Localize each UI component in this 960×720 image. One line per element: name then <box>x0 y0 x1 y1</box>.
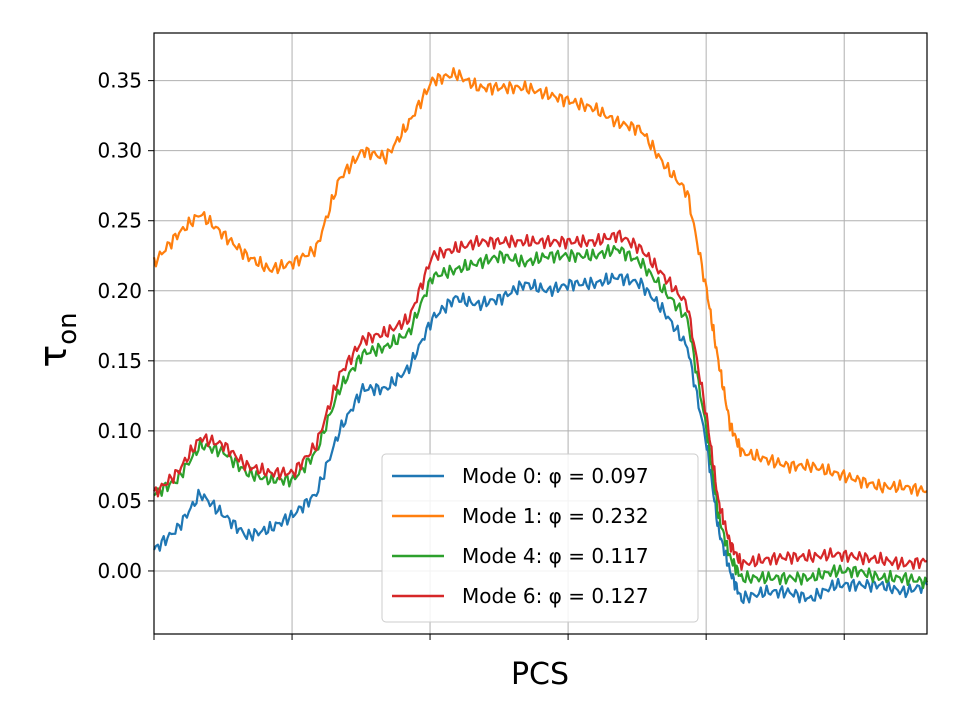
series-line-mode-1 <box>152 67 928 497</box>
y-axis-label-sub: on <box>53 312 83 344</box>
y-tick-label: 0.30 <box>97 139 142 163</box>
y-tick-label: 0.05 <box>97 489 142 513</box>
legend-label: Mode 6: φ = 0.127 <box>462 584 649 608</box>
y-axis-label: τon <box>31 312 83 367</box>
x-axis-label: PCS <box>511 657 569 692</box>
legend-label: Mode 1: φ = 0.232 <box>462 504 649 528</box>
y-tick-label: 0.35 <box>97 69 142 93</box>
series-line-mode-3 <box>153 229 928 571</box>
series-line-mode-2 <box>153 244 929 590</box>
legend: Mode 0: φ = 0.097 Mode 1: φ = 0.232 Mode 4… <box>381 453 699 623</box>
series-line-mode-0 <box>153 272 928 604</box>
y-tick-label: 0.20 <box>97 279 142 303</box>
y-tick-label: 0.00 <box>97 559 142 583</box>
y-axis-label-main: τ <box>31 345 75 368</box>
y-tick-label: 0.25 <box>97 209 142 233</box>
ticks: 0.00 0.05 0.10 0.15 0.20 0.25 0.30 0.35 <box>97 69 845 640</box>
plot-frame <box>153 32 928 635</box>
legend-label: Mode 4: φ = 0.117 <box>462 544 649 568</box>
series-group <box>152 67 929 604</box>
y-tick-label: 0.10 <box>97 419 142 443</box>
legend-box <box>381 453 699 623</box>
y-tick-label: 0.15 <box>97 349 142 373</box>
legend-label: Mode 0: φ = 0.097 <box>462 464 649 488</box>
